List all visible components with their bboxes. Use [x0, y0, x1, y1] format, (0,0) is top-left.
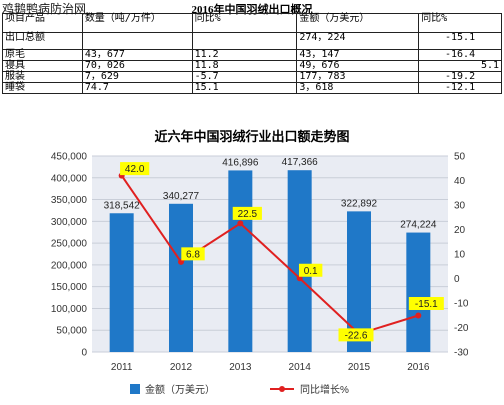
watermark-text: 鸡鹅鸭病防治网 [2, 2, 87, 16]
table-cell: 43，677 [81, 49, 193, 61]
table-cell: 服装 [2, 71, 83, 83]
x-tick-label: 2013 [229, 362, 252, 373]
table-cell: 43，147 [296, 49, 420, 61]
export-summary-table: 项目产品 数量（吨/万件） 同比% 金额（万美元） 同比% 出口总额 274，2… [2, 13, 502, 94]
legend-label-growth: 同比增长% [300, 383, 349, 396]
bar [109, 213, 134, 352]
bar [406, 232, 431, 352]
y-right-tick-label: -30 [454, 348, 469, 359]
table-cell: 原毛 [2, 49, 83, 61]
bar-value-label: 340,277 [163, 191, 200, 202]
table-row: 原毛 43，677 11.2 43，147 -16.4 [2, 49, 502, 61]
table-cell [191, 32, 298, 50]
growth-label-box [181, 247, 205, 261]
table-cell: -15.1 [418, 32, 502, 50]
legend-label-amount: 金额（万美元） [145, 383, 215, 396]
table-cell: -5.7 [191, 71, 298, 83]
y-right-tick-label: 0 [454, 274, 460, 285]
y-left-tick-label: 50,000 [56, 326, 87, 337]
growth-label-box [338, 328, 374, 342]
growth-label-box [232, 206, 262, 220]
growth-label-box [298, 263, 323, 277]
header-quantity: 数量（吨/万件） [81, 13, 193, 33]
table-cell: 11.2 [191, 49, 298, 61]
x-tick-label: 2015 [348, 362, 371, 373]
table-cell: 11.8 [191, 60, 298, 72]
y-right-tick-label: 40 [454, 176, 466, 187]
header-amount: 金额（万美元） [296, 13, 420, 33]
table-cell: 7，629 [81, 71, 193, 83]
bar [169, 203, 193, 352]
table-cell: -12.1 [418, 82, 502, 94]
header-amount-yoy: 同比% [418, 13, 502, 33]
y-left-tick-label: 350,000 [51, 195, 88, 206]
y-left-tick-label: 150,000 [51, 282, 88, 293]
plot-area [92, 156, 448, 352]
growth-value-label: 42.0 [125, 164, 145, 175]
bar-value-label: 322,892 [341, 198, 378, 209]
x-tick-label: 2016 [407, 362, 430, 373]
table-row: 睡袋 74.7 15.1 3，618 -12.1 [2, 82, 502, 94]
growth-value-label: 6.8 [186, 249, 200, 260]
table-cell: 177，783 [296, 71, 420, 83]
table-cell: 70，026 [81, 60, 193, 72]
bar-value-label: 416,896 [222, 157, 259, 168]
bar [287, 170, 312, 352]
table-row: 服装 7，629 -5.7 177，783 -19.2 [2, 71, 502, 83]
y-right-tick-label: 50 [454, 152, 466, 163]
legend-marker-growth [279, 386, 285, 392]
x-tick-label: 2014 [289, 362, 312, 373]
table-cell: 5.1 [418, 60, 502, 72]
chart-title: 近六年中国羽绒行业出口额走势图 [154, 130, 350, 145]
growth-value-label: 0.1 [304, 266, 318, 277]
growth-value-label: -22.6 [345, 330, 368, 341]
y-left-tick-label: 0 [81, 348, 87, 359]
x-tick-label: 2012 [170, 362, 193, 373]
table-row: 出口总额 274，224 -15.1 [2, 32, 502, 50]
legend-swatch-amount [130, 384, 140, 394]
y-left-tick-label: 250,000 [51, 239, 88, 250]
growth-value-label: 22.5 [238, 209, 258, 220]
y-left-tick-label: 400,000 [51, 173, 88, 184]
table-cell [81, 32, 193, 50]
y-left-tick-label: 300,000 [51, 217, 88, 228]
y-left-tick-label: 100,000 [51, 304, 88, 315]
growth-label-box [120, 162, 150, 176]
bar [228, 170, 253, 352]
bar-value-label: 417,366 [282, 157, 319, 168]
growth-value-label: -15.1 [415, 299, 438, 310]
growth-point [415, 312, 422, 319]
table-cell: 49，676 [296, 60, 420, 72]
bar-value-label: 274,224 [400, 220, 437, 231]
growth-label-box [408, 296, 444, 310]
table-cell: 274，224 [296, 32, 420, 50]
table-cell: 74.7 [81, 82, 193, 94]
y-right-tick-label: 10 [454, 250, 466, 261]
y-right-tick-label: 20 [454, 225, 466, 236]
table-cell: -19.2 [418, 71, 502, 83]
table-cell: 寝具 [2, 60, 83, 72]
table-cell: 3，618 [296, 82, 420, 94]
bar-value-label: 318,542 [104, 200, 141, 211]
table-cell: 睡袋 [2, 82, 83, 94]
y-left-tick-label: 200,000 [51, 260, 88, 271]
export-trend-chart: 0 50,000 100,000 150,000 200,000 250,000 300,0… [51, 152, 469, 397]
y-right-tick-label: -20 [454, 323, 469, 334]
table-row: 寝具 70，026 11.8 49，676 5.1 [2, 60, 502, 72]
x-tick-label: 2011 [111, 362, 133, 373]
header-qty-yoy: 同比% [191, 13, 298, 33]
y-right-tick-label: -10 [454, 299, 469, 310]
growth-point [237, 220, 244, 227]
table-cell: 15.1 [191, 82, 298, 94]
y-left-tick-label: 450,000 [51, 152, 88, 163]
y-right-tick-label: 30 [454, 201, 466, 212]
table-cell: 出口总额 [2, 32, 83, 50]
table-cell: -16.4 [418, 49, 502, 61]
